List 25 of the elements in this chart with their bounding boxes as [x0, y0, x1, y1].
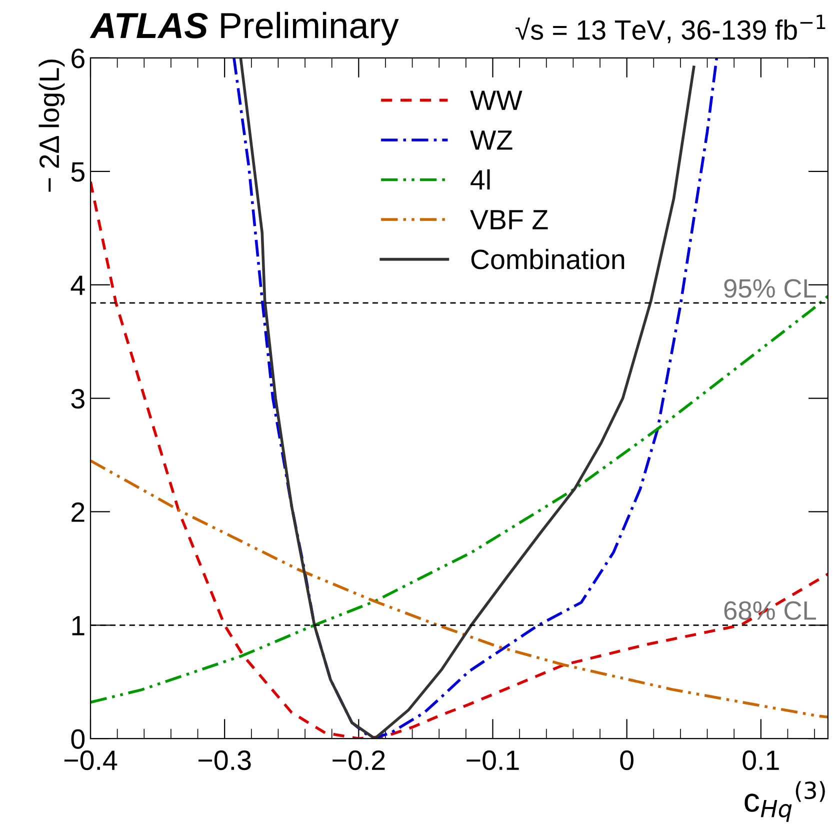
x-tick-label: −0.4: [64, 750, 118, 770]
text: √s = 13 TeV, 36-139 fb$^{−1}$: [516, 14, 826, 44]
ref-line-label: 68% CL: [724, 601, 816, 620]
x-tick-label: −0.1: [466, 750, 519, 770]
ref-line-label: 95% CL: [724, 279, 816, 298]
y-tick-label: 3: [71, 388, 84, 409]
y-tick-label: 4: [70, 276, 85, 295]
y-tick-label: 2: [72, 502, 84, 522]
legend-label: WW: [470, 90, 522, 110]
x-tick-label: −0.3: [198, 750, 251, 770]
y-axis-title: − 2Δ log(L): [38, 60, 65, 192]
y-tick-label: 1: [72, 616, 84, 636]
x-axis-title: c$_{Hq}$$^{(3)}$: [744, 781, 825, 822]
y-tick-label: 5: [71, 162, 84, 182]
legend-label: WZ: [470, 130, 512, 150]
chart-title: ATLAS: [90, 12, 208, 38]
y-tick-label: 6: [72, 48, 84, 68]
legend-label: 4l: [470, 169, 490, 190]
legend-label: VBF Z: [470, 210, 548, 230]
x-tick-label: 0.1: [742, 750, 779, 770]
x-tick-label: 0: [620, 750, 634, 770]
legend-label: Combination: [471, 248, 624, 270]
chart-subtitle: Preliminary: [221, 12, 399, 46]
x-tick-label: −0.2: [332, 750, 385, 770]
y-tick-label: 0: [71, 729, 85, 749]
